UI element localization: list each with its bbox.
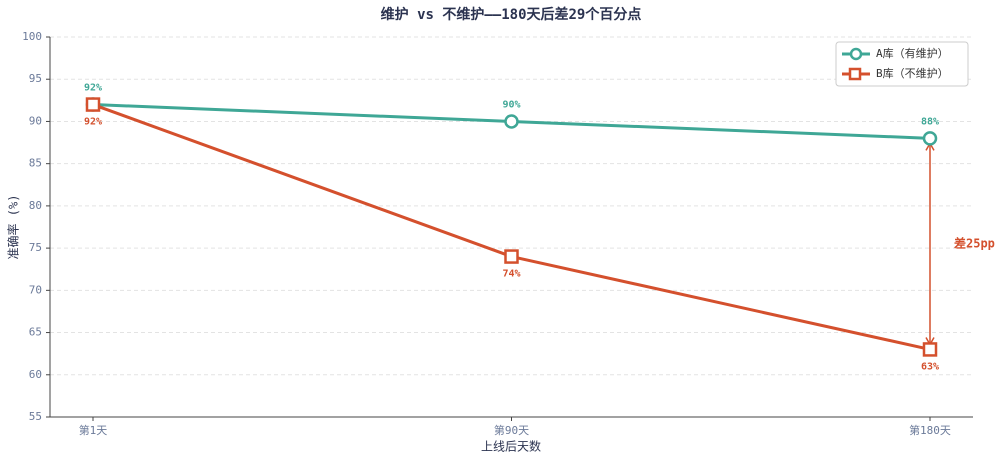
data-label: 74%	[502, 269, 520, 280]
data-label: 92%	[84, 83, 102, 94]
y-tick-label: 60	[29, 368, 42, 381]
y-tick-label: 100	[22, 30, 42, 43]
data-point	[922, 131, 938, 146]
chart-title: 维护 vs 不维护——180天后差29个百分点	[381, 6, 642, 23]
y-tick-label: 70	[29, 283, 42, 296]
legend-label: A库（有维护）	[876, 46, 949, 60]
annotation: 差25pp	[953, 235, 995, 250]
y-tick-label: 90	[29, 114, 42, 127]
legend-label: B库（不维护）	[876, 66, 949, 80]
x-tick-label: 第90天	[494, 423, 529, 437]
x-tick-label: 第180天	[909, 423, 951, 437]
legend-marker	[848, 67, 862, 81]
series-line	[92, 103, 931, 351]
data-label: 88%	[921, 116, 939, 127]
y-axis-label: 准确率 (%)	[6, 195, 21, 260]
y-tick-label: 95	[29, 72, 42, 85]
data-point	[922, 342, 938, 357]
y-tick-label: 85	[29, 157, 42, 170]
data-label: 90%	[502, 99, 520, 110]
data-point	[504, 114, 519, 129]
y-tick-label: 65	[29, 326, 42, 339]
y-tick-label: 55	[29, 410, 42, 423]
x-tick-label: 第1天	[79, 423, 108, 437]
data-point	[85, 97, 101, 112]
data-point	[504, 249, 519, 264]
data-label: 92%	[84, 117, 102, 128]
y-tick-label: 80	[29, 199, 42, 212]
y-tick-label: 75	[29, 241, 42, 254]
legend-marker	[849, 47, 863, 61]
x-axis-label: 上线后天数	[481, 439, 541, 454]
data-label: 63%	[921, 361, 939, 372]
